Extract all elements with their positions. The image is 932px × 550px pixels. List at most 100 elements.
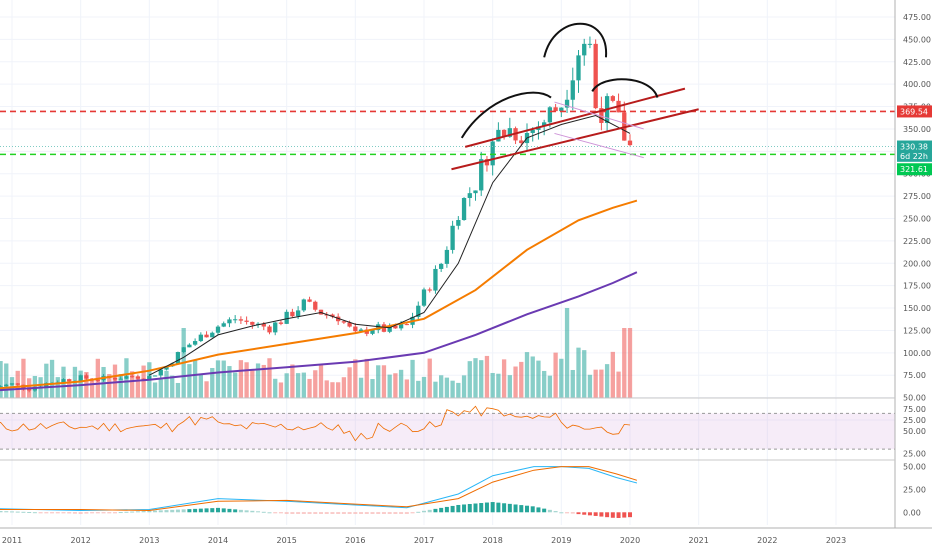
macd-histogram-bar [95, 512, 100, 514]
candle-body [9, 383, 15, 385]
volume-bar [244, 362, 249, 398]
candle-body [215, 326, 221, 333]
volume-bar [215, 360, 221, 398]
volume-bar [295, 373, 301, 398]
volume-bar [427, 358, 432, 398]
candle-body [290, 311, 295, 317]
volume-bar [170, 375, 175, 398]
macd-histogram-bar [278, 512, 283, 514]
volume-bar [175, 382, 181, 398]
candle-body [341, 321, 347, 323]
candle-body [479, 159, 484, 191]
volume-bar [547, 375, 553, 398]
volume-bar [250, 369, 255, 398]
macd-histogram-bar [547, 509, 552, 513]
time-tick-label: 2020 [620, 536, 640, 545]
volume-bar [473, 358, 478, 398]
macd-histogram-bar [502, 503, 507, 513]
price-tick-label: 125.00 [903, 326, 931, 335]
volume-bar [450, 380, 455, 398]
candle-body [295, 310, 301, 317]
macd-histogram-bar [107, 512, 112, 514]
candle-body [67, 379, 72, 382]
moving-average-line [149, 114, 631, 376]
time-tick-label: 2016 [345, 536, 365, 545]
macd-histogram-bar [21, 511, 26, 513]
candle-body [461, 197, 467, 221]
macd-histogram-bar [353, 512, 358, 514]
macd-histogram-bar [4, 511, 9, 513]
volume-bar [599, 369, 604, 398]
candle-body [15, 383, 20, 385]
macd-histogram-bar [628, 512, 632, 518]
volume-bar [587, 374, 593, 398]
volume-bar [479, 360, 484, 398]
price-tag-label: 369.54 [900, 107, 928, 116]
volume-bar [89, 379, 95, 398]
volume-bar [496, 373, 501, 398]
candlesticks [0, 36, 633, 393]
macd-histogram-bar [170, 509, 175, 513]
candle-body [4, 384, 9, 387]
macd-pane: 50.00 25.00 0.00 [0, 463, 926, 518]
volume-bar [347, 367, 352, 398]
time-tick-label: 2021 [688, 536, 708, 545]
moving-average-line [0, 271, 638, 392]
volume-bar [604, 364, 610, 398]
candle-body [198, 334, 203, 342]
candle-body [576, 55, 581, 81]
macd-histogram-bar [427, 509, 432, 513]
macd-histogram-bar [467, 503, 472, 513]
time-tick-label: 2017 [414, 536, 434, 545]
volume-bar [381, 365, 387, 398]
candle-body [221, 323, 226, 327]
volume-bar [376, 365, 381, 398]
macd-histogram-bar [622, 512, 627, 518]
macd-histogram-bar [67, 512, 72, 514]
trendline [554, 101, 644, 130]
candle-body [387, 325, 392, 332]
macd-histogram-bar [347, 512, 352, 514]
candle-body [393, 325, 398, 329]
volume-bar [358, 377, 364, 398]
macd-histogram-bar [244, 510, 249, 513]
candle-body [496, 129, 501, 142]
macd-histogram-bar [158, 510, 163, 513]
macd-histogram-bar [599, 512, 604, 517]
price-tag [897, 105, 932, 118]
macd-histogram-bar [341, 512, 346, 514]
volume-bar [198, 374, 203, 398]
candle-body [227, 319, 232, 324]
candle-body [284, 311, 289, 324]
price-tag-label: 6d 22h [900, 152, 928, 161]
volume-bar [112, 364, 118, 398]
candle-body [553, 107, 558, 112]
candle-body [564, 99, 570, 108]
volume-bar [336, 382, 341, 398]
price-tick-label: 450.00 [903, 35, 931, 44]
macd-tick-label: 50.00 [903, 463, 926, 472]
volume-bar [192, 359, 198, 398]
volume-bar [233, 372, 238, 398]
volume-bar [273, 378, 278, 398]
head-stroke [543, 22, 607, 58]
macd-histogram-bar [147, 510, 152, 513]
volume-bar [187, 364, 192, 398]
macd-histogram-bar [605, 512, 610, 518]
macd-histogram-bar [118, 512, 123, 514]
macd-histogram-bar [565, 512, 570, 514]
macd-histogram-bar [284, 512, 289, 514]
candle-body [593, 43, 598, 109]
price-tick-label: 275.00 [903, 192, 931, 201]
volume-bar [559, 358, 564, 398]
candle-body [301, 299, 306, 311]
time-tick-label: 2019 [551, 536, 571, 545]
candle-body [273, 322, 278, 333]
macd-histogram-bar [27, 511, 32, 513]
volume-bar [353, 359, 358, 398]
candle-body [456, 220, 461, 226]
volume-bar [387, 374, 392, 398]
volume-bar [627, 328, 633, 398]
macd-histogram-bar [593, 512, 598, 516]
